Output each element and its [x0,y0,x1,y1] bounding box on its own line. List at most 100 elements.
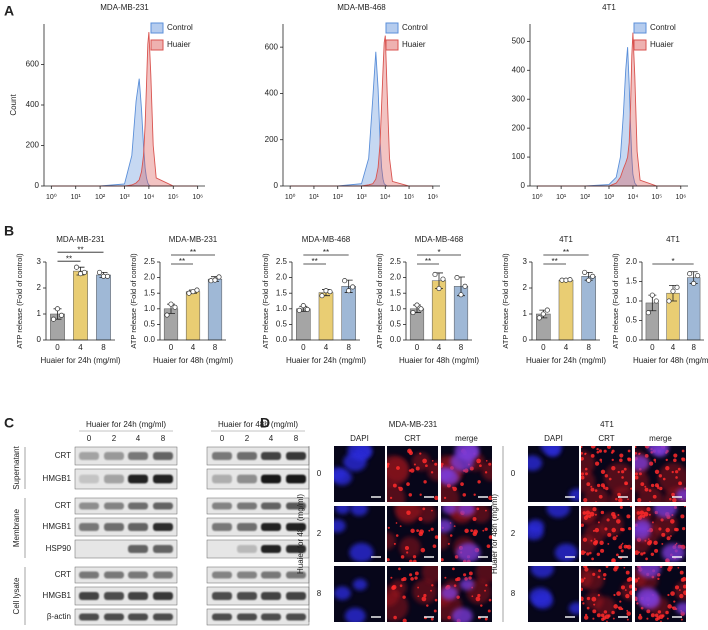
crt-dot [666,617,669,620]
crt-dot [614,566,619,570]
crt-dot [486,544,491,548]
crt-dot [654,613,659,618]
crt-dot [646,609,651,614]
crt-dot [682,584,686,589]
nucleus [343,452,367,472]
crt-dot [670,591,675,596]
nucleus [546,506,571,518]
y-axis-label: ATP release (Fold of control) [15,253,24,349]
crt-dot [416,529,420,533]
blot-band [79,592,99,600]
crt-dot [484,527,488,531]
crt-dot [418,517,423,522]
crt-dot [673,458,677,463]
crt-dot [390,576,393,579]
crt-dot [406,510,411,515]
nucleus [456,542,481,562]
crt-dot [413,463,416,466]
blot-band [79,502,99,510]
crt-dot [613,604,618,609]
x-tick-label: 10⁴ [380,194,391,201]
nucleus [530,566,554,578]
micro-title: MDA-MB-231 [389,420,438,429]
crt-dot [616,519,621,524]
row-label: 0 [511,469,516,478]
chart-title: MDA-MB-468 [302,235,351,244]
crt-dot [393,542,396,545]
crt-dot [452,567,455,571]
x-tick-label: 10¹ [71,194,82,201]
crt-haze [581,535,596,554]
x-tick-label: 8 [691,343,696,352]
crt-dot [598,569,602,573]
significance-label: ** [563,248,569,257]
crt-dot [620,549,624,553]
crt-dot [480,604,483,607]
crt-haze [637,486,663,502]
panel-label: D [260,415,270,431]
micrograph [581,506,632,562]
data-point [194,287,200,293]
crt-dot [590,485,593,488]
nucleus [334,519,346,533]
crt-dot [412,555,417,559]
crt-dot [683,506,686,508]
x-tick-label: 0 [415,343,420,352]
crt-dot [655,617,659,622]
y-tick-label: 400 [265,89,279,98]
data-point [649,292,655,298]
crt-dot [479,464,482,468]
crt-dot [618,497,623,502]
crt-dot [421,596,427,602]
nucleus [675,602,686,615]
bar [185,291,201,341]
crt-dot [584,615,589,620]
blot-band [261,523,281,531]
crt-dot [637,498,642,502]
crt-dot [635,475,639,480]
x-tick-label: 4 [191,343,196,352]
crt-dot [626,609,629,612]
crt-dot [586,482,591,487]
legend-swatch [385,22,399,34]
crt-dot [389,496,393,500]
crt-dot [644,485,647,488]
micrograph [334,566,385,622]
chart-title: 4T1 [602,3,616,12]
crt-dot [613,593,616,597]
crt-dot [661,614,665,618]
nucleus [661,543,685,562]
crt-dot [594,513,597,516]
crt-dot [410,528,415,534]
data-point [674,284,680,290]
blot-band [261,474,281,484]
crt-dot [635,550,640,556]
crt-dot [581,596,584,601]
nucleus [441,519,453,533]
crt-dot [638,472,642,476]
data-point [582,269,588,275]
x-axis-label: Huaier for 24h (mg/ml) [526,356,606,365]
crt-dot [593,603,596,606]
blot-band [237,474,257,484]
blot-band [153,452,173,460]
crt-dot [387,526,390,529]
blot-header: Huaier for 48h (mg/ml) [218,420,298,429]
blot-band [79,474,99,484]
crt-dot [477,480,481,484]
crt-dot [667,593,670,597]
bar [341,286,356,341]
crt-dot [617,606,621,609]
data-point [216,274,222,280]
crt-haze [603,462,632,494]
blot-band [79,613,99,621]
crt-dot [621,542,624,545]
x-tick-label: 0 [301,343,306,352]
y-axis-label: ATP release (Fold of control) [611,253,620,349]
crt-dot [423,593,427,598]
blot-band [128,545,148,553]
blot-band [79,571,99,579]
y-tick-label: 0 [37,335,42,344]
data-point [536,315,542,321]
